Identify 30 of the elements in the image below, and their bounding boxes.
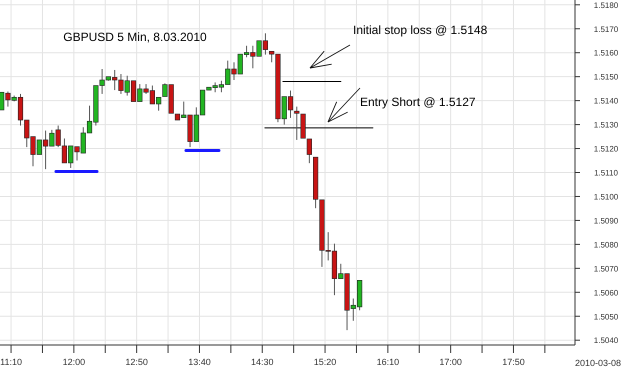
text: GBPUSD 5 Min, 8.03.2010	[63, 30, 208, 44]
y-tick-label: 1.5100	[594, 192, 619, 202]
x-tick-label: 16:10	[376, 357, 400, 367]
x-tick-label: 15:20	[314, 357, 336, 367]
y-tick-label: 1.5070	[594, 264, 619, 274]
y-tick-label: 1.5140	[594, 96, 619, 106]
x-tick-label: 17:50	[502, 357, 525, 367]
y-tick-label: 1.5050	[594, 312, 619, 322]
y-tick-label: 1.5130	[594, 120, 619, 130]
x-tick-label: 12:50	[125, 357, 148, 367]
y-tick-label: 1.5040	[594, 336, 619, 346]
candlestick	[306, 138, 312, 164]
y-tick-label: 1.5090	[594, 216, 619, 226]
annotation: Initial stop loss @ 1.5148	[353, 23, 488, 37]
y-tick-label: 1.5120	[594, 144, 619, 154]
x-tick-label: 11:10	[0, 357, 22, 367]
x-tick-label: 14:30	[250, 357, 274, 367]
x-tick-label: 13:40	[188, 357, 211, 367]
y-tick-label: 1.5160	[594, 48, 619, 58]
x-tick-label: 17:00	[439, 357, 462, 367]
y-tick-label: 1.5170	[594, 24, 619, 34]
candlestick	[294, 106, 300, 140]
y-tick-label: 1.5080	[594, 240, 619, 250]
annotation: Entry Short @ 1.5127	[360, 95, 476, 109]
y-tick-label: 1.5150	[594, 72, 619, 82]
y-tick-label: 1.5180	[594, 0, 619, 10]
y-tick-label: 1.5060	[594, 288, 619, 298]
y-tick-label: 1.5110	[594, 168, 618, 178]
x-tick-label: 12:00	[62, 357, 86, 367]
text: 2010-03-08	[574, 358, 621, 368]
